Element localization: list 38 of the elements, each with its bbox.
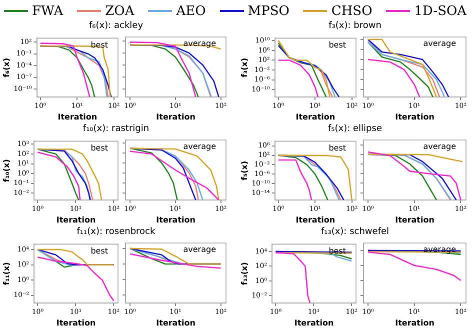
x-axis-title: Iteration [156,215,196,224]
legend-label: CHSO [331,4,372,18]
x-axis-title: Iteration [294,318,334,328]
annotation: average [423,142,456,152]
y-axis-title: f₃(x) [240,58,249,78]
annotation: best [328,143,346,152]
annotation: best [90,143,108,152]
annotation: average [183,245,216,254]
chart-title: f₃(x): brown [328,21,382,31]
y-axis-title: f₆(x) [2,58,11,78]
x-axis-title: Iteration [58,112,98,122]
chart-title: f₁₁(x): rosenbrock [76,227,156,237]
chart-title: f₁₀(x): rastrigin [82,124,150,134]
x-axis-title: Iteration [395,318,435,328]
annotation: average [423,39,456,48]
x-axis-title: Iteration [156,112,196,122]
legend-label: MPSO [248,4,290,18]
legend-label: AEO [176,4,206,18]
annotation: best [328,40,346,50]
chart-title: f₆(x): ackley [88,21,144,31]
y-axis-title: f₅(x) [240,160,249,180]
legend-label: 1D-SOA [414,4,467,18]
x-axis-title: Iteration [156,318,196,328]
legend-label: ZOA [105,4,134,18]
chart-title: f₁₃(x): schwefel [320,227,390,237]
y-axis-title: f₁₀(x) [2,159,11,182]
x-axis-title: Iteration [296,112,336,122]
chart-title: f₅(x): ellipse [327,124,383,134]
legend-label: FWA [32,4,64,18]
x-axis-title: Iteration [56,318,96,328]
annotation: average [183,142,216,152]
x-axis-title: Iteration [296,215,336,224]
y-axis-title: f₁₁(x) [2,262,11,286]
x-axis-title: Iteration [56,215,96,224]
annotation: best [90,246,108,256]
y-axis-title: f₁₃(x) [240,262,249,286]
x-axis-title: Iteration [395,112,435,122]
x-axis-title: Iteration [395,215,435,224]
